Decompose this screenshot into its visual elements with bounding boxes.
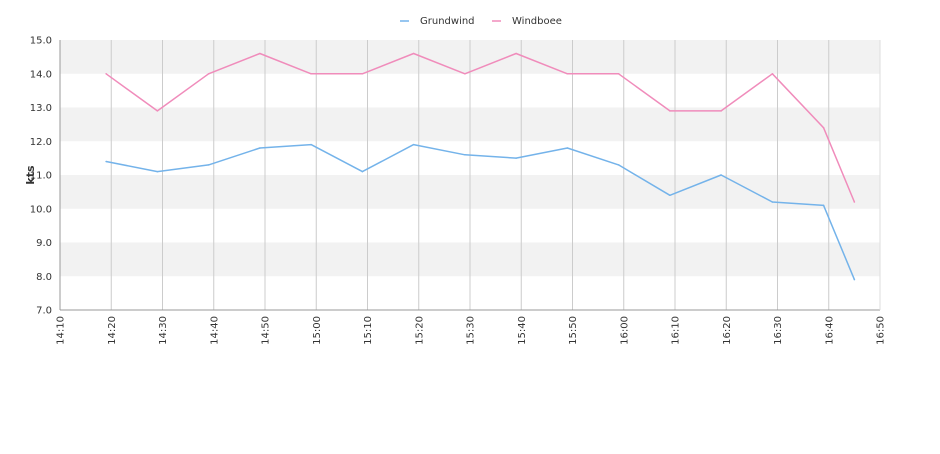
x-tick-label: 16:50 bbox=[876, 316, 887, 345]
data-point-grundwind bbox=[720, 174, 722, 176]
data-point-grundwind bbox=[515, 157, 517, 159]
y-tick-label: 10.0 bbox=[30, 204, 52, 215]
y-tick-label: 15.0 bbox=[30, 36, 52, 47]
x-tick-label: 16:30 bbox=[773, 316, 784, 345]
x-tick-label: 14:20 bbox=[107, 316, 118, 345]
data-point-grundwind bbox=[771, 201, 774, 203]
data-point-grundwind bbox=[207, 164, 210, 166]
data-point-grundwind bbox=[464, 153, 466, 156]
x-tick-label: 15:30 bbox=[466, 316, 477, 345]
data-point-windboee bbox=[822, 126, 825, 129]
data-point-grundwind bbox=[822, 204, 825, 207]
data-point-windboee bbox=[259, 52, 261, 55]
series-line-windboee bbox=[105, 52, 856, 203]
data-point-windboee bbox=[464, 72, 466, 75]
data-point-windboee bbox=[361, 72, 364, 75]
x-tick-label: 14:30 bbox=[158, 316, 169, 345]
data-point-windboee bbox=[105, 72, 107, 75]
x-tick-label: 15:00 bbox=[312, 316, 323, 345]
data-point-windboee bbox=[720, 110, 722, 112]
data-point-grundwind bbox=[105, 160, 107, 163]
y-tick-label: 9.0 bbox=[36, 238, 52, 249]
data-point-windboee bbox=[156, 110, 159, 112]
x-tick-label: 16:00 bbox=[619, 316, 630, 345]
x-tick-label: 16:20 bbox=[722, 316, 733, 345]
x-tick-label: 14:50 bbox=[261, 316, 272, 345]
x-tick-label: 15:40 bbox=[517, 316, 528, 345]
data-point-windboee bbox=[207, 72, 210, 75]
y-tick-label: 11.0 bbox=[30, 171, 52, 182]
x-tick-label: 14:10 bbox=[56, 316, 67, 345]
x-tick-label: 15:20 bbox=[414, 316, 425, 345]
x-tick-label: 15:10 bbox=[363, 316, 374, 345]
x-tick-labels: 14:10 14:20 14:30 14:40 14:50 15:00 15:10 15:20… bbox=[56, 316, 887, 345]
y-tick-label: 14.0 bbox=[30, 69, 52, 80]
data-point-grundwind bbox=[310, 143, 312, 146]
series-lines bbox=[105, 52, 856, 281]
y-tick-label: 12.0 bbox=[30, 137, 52, 148]
legend: Grundwind Windboee bbox=[400, 16, 562, 27]
data-point-windboee bbox=[669, 110, 671, 112]
data-point-grundwind bbox=[156, 170, 159, 173]
x-tick-label: 16:10 bbox=[671, 316, 682, 345]
data-point-windboee bbox=[771, 72, 774, 75]
series-line-grundwind bbox=[105, 143, 856, 280]
x-tick-label: 15:50 bbox=[568, 316, 579, 345]
legend-label: Grundwind bbox=[420, 16, 475, 27]
y-tick-label: 8.0 bbox=[36, 272, 52, 283]
y-axis-title: kts bbox=[24, 165, 37, 185]
y-tick-label: 7.0 bbox=[36, 306, 52, 317]
data-point-grundwind bbox=[566, 147, 569, 149]
data-point-grundwind bbox=[669, 194, 671, 197]
data-point-grundwind bbox=[853, 278, 856, 281]
y-tick-label: 13.0 bbox=[30, 103, 52, 114]
data-point-windboee bbox=[310, 72, 312, 75]
y-tick-labels: 7.0 8.0 9.0 10.0 11.0 12.0 13.0 14.0 15.0 bbox=[30, 36, 52, 317]
data-point-windboee bbox=[853, 201, 856, 203]
data-point-windboee bbox=[515, 52, 517, 55]
axes bbox=[59, 40, 881, 311]
legend-label: Windboee bbox=[512, 16, 562, 27]
data-point-grundwind bbox=[617, 164, 620, 166]
x-tick-label: 16:40 bbox=[824, 316, 835, 345]
data-point-windboee bbox=[412, 52, 415, 55]
data-point-grundwind bbox=[361, 170, 364, 173]
data-point-grundwind bbox=[412, 143, 415, 146]
data-point-windboee bbox=[617, 72, 620, 75]
data-point-grundwind bbox=[259, 147, 261, 149]
data-point-windboee bbox=[566, 72, 569, 75]
x-tick-label: 14:40 bbox=[209, 316, 220, 345]
